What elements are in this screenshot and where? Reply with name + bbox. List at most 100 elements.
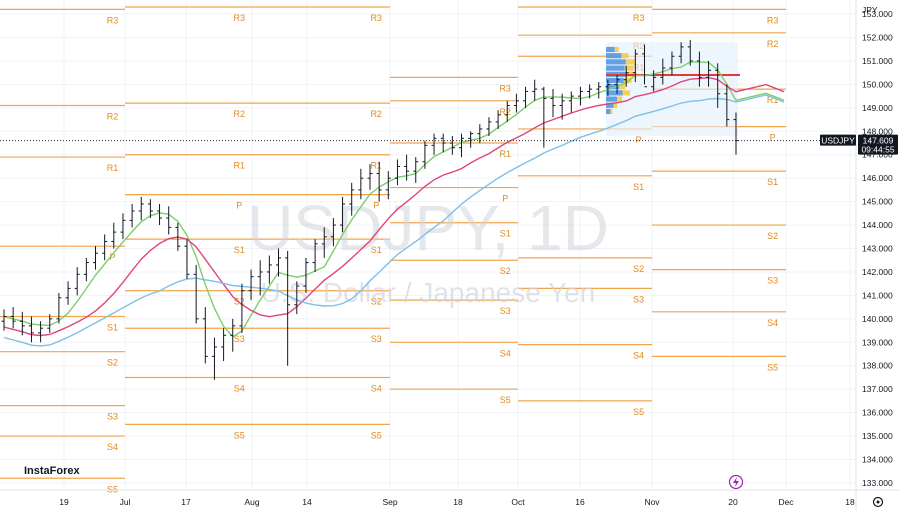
candle (587, 84, 593, 99)
pivot-label: R2 (107, 112, 119, 122)
y-tick-label: 144.000 (862, 220, 893, 230)
pivot-label: S3 (234, 334, 245, 344)
vp-bar (606, 46, 615, 53)
y-tick-label: 152.000 (862, 33, 893, 43)
candle (614, 75, 620, 94)
pivot-label: S2 (371, 297, 382, 307)
candle (623, 65, 629, 87)
lightning-circle (728, 474, 744, 490)
settings-ring (872, 496, 884, 508)
candle (10, 307, 16, 329)
settings-icon (872, 496, 884, 508)
ma-line (3, 94, 785, 347)
candle (715, 63, 721, 108)
candle (568, 91, 574, 113)
vp-bar (606, 84, 620, 90)
pivot-label: S3 (633, 294, 644, 304)
vp-bar (606, 96, 617, 102)
candle (687, 39, 693, 66)
x-tick-label: 18 (845, 497, 855, 507)
candle (312, 239, 318, 272)
vp-bar-up (625, 59, 635, 65)
candle (120, 213, 126, 240)
candle (523, 86, 529, 108)
candle (294, 281, 300, 315)
vp-bar-up (610, 108, 613, 115)
candle (211, 337, 217, 380)
candle (550, 89, 556, 118)
candle (248, 269, 254, 301)
candle (1, 309, 7, 331)
candle (56, 293, 62, 324)
vp-bar-up (617, 96, 622, 102)
current-price-label: 147.609 (863, 136, 894, 146)
candle (559, 93, 565, 120)
candle (129, 203, 135, 228)
y-tick-label: 149.000 (862, 103, 893, 113)
watermark-description: U.S. Dollar / Japanese Yen (261, 277, 596, 308)
candle (330, 218, 336, 247)
pivot-label: P (636, 135, 642, 145)
candle (349, 182, 355, 216)
x-tick-label: Sep (382, 497, 397, 507)
y-tick-label: 142.000 (862, 267, 893, 277)
vp-bar-up (613, 102, 618, 108)
candle (65, 281, 71, 305)
vp-bar (606, 102, 614, 108)
candle (266, 255, 272, 284)
y-tick-label: 148.000 (862, 126, 893, 136)
candle (495, 110, 501, 129)
candle (696, 51, 702, 87)
candle (706, 60, 712, 87)
y-tick-label: 137.000 (862, 384, 893, 394)
candle (28, 316, 34, 343)
candle (468, 131, 474, 148)
pivot-label: S5 (500, 395, 511, 405)
x-tick-label: Dec (778, 497, 794, 507)
candle (239, 283, 245, 333)
pivot-label: R2 (370, 109, 382, 119)
candle (413, 157, 419, 183)
candle (358, 168, 364, 200)
y-tick-label: 143.000 (862, 244, 893, 254)
pivot-label: R1 (499, 149, 511, 159)
pivot-label: R1 (767, 95, 779, 105)
watermark-symbol: USDJPY, 1D (247, 192, 609, 264)
y-tick-label: 136.000 (862, 408, 893, 418)
settings-dot (876, 500, 880, 504)
candle (303, 257, 309, 294)
candle (651, 70, 657, 92)
candle (486, 117, 492, 136)
candle (367, 164, 373, 190)
x-tick-label: 18 (453, 497, 463, 507)
pivot-label: S5 (107, 484, 118, 494)
lightning-icon (728, 474, 744, 490)
candle (184, 239, 190, 279)
y-tick-label: 139.000 (862, 337, 893, 347)
candle (605, 79, 611, 97)
candle (285, 250, 291, 366)
candle (276, 248, 281, 277)
pivot-label: S4 (234, 383, 245, 393)
countdown-label: 09:44:55 (861, 145, 894, 155)
y-tick-label: 135.000 (862, 431, 893, 441)
y-tick-label: 146.000 (862, 173, 893, 183)
candle (669, 51, 675, 76)
candle (83, 257, 89, 282)
candle (394, 159, 400, 186)
candles (1, 39, 739, 380)
y-tick-label: 147.000 (862, 150, 893, 160)
watermark: USDJPY, 1D U.S. Dollar / Japanese Yen (247, 192, 609, 308)
pivot-label: R3 (107, 15, 119, 25)
y-tick-label: 140.000 (862, 314, 893, 324)
pivot-label: R3 (370, 13, 382, 23)
candle (321, 227, 327, 258)
pivot-label: R2 (767, 39, 779, 49)
candle (157, 203, 163, 226)
pivot-label: S1 (371, 245, 382, 255)
y-tick-label: 141.000 (862, 290, 893, 300)
candle (724, 84, 730, 127)
pivot-label: S4 (767, 318, 778, 328)
pivot-label: S1 (500, 229, 511, 239)
